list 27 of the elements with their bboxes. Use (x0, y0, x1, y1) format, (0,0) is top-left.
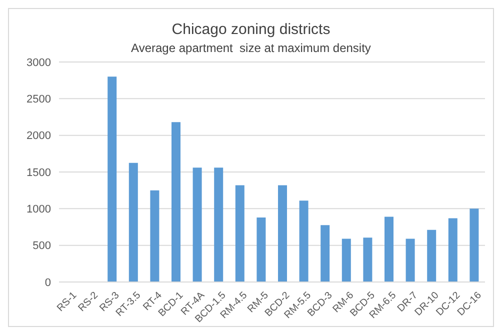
y-tick-label: 2000 (26, 130, 51, 142)
y-tick-label: 1500 (26, 166, 51, 179)
bar (299, 200, 308, 282)
y-tick-label: 500 (32, 240, 51, 252)
bar (172, 122, 180, 282)
bar (384, 216, 394, 282)
bar (320, 225, 330, 282)
bar (214, 168, 224, 282)
bar (108, 76, 117, 282)
bar (235, 185, 244, 282)
bar (128, 162, 138, 282)
bar (363, 238, 372, 282)
bar (150, 190, 160, 282)
bar (470, 208, 479, 282)
bar (256, 217, 266, 282)
bar (448, 218, 458, 282)
bar (427, 230, 436, 282)
y-tick-label: 3000 (26, 56, 51, 69)
bar (192, 168, 202, 282)
y-tick-label: 1000 (26, 204, 51, 216)
bar (406, 238, 415, 282)
bar (278, 185, 287, 282)
bar (342, 238, 351, 282)
y-tick-label: 2500 (26, 94, 51, 106)
chart-title: Chicago zoning districts (170, 21, 332, 38)
chart-subtitle: Average apartment size at maximum density (130, 41, 372, 55)
y-tick-label: 0 (44, 276, 51, 289)
